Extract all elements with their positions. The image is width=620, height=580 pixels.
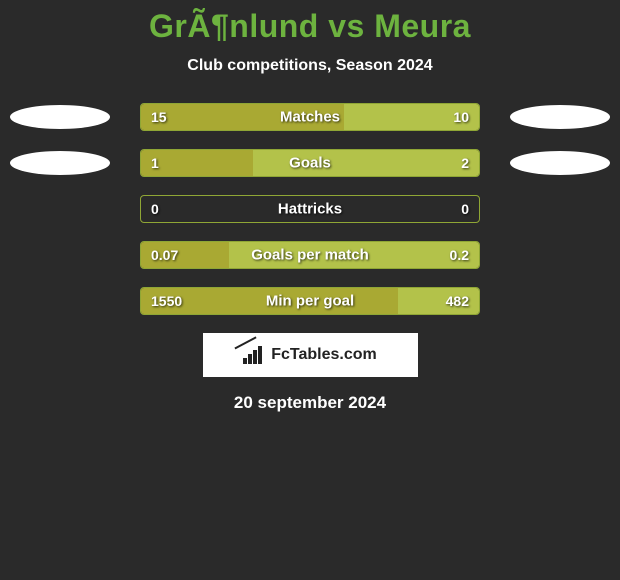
stat-row: 1 2 Goals <box>0 149 620 177</box>
stat-bar: 0.07 0.2 Goals per match <box>140 241 480 269</box>
stat-bar: 1 2 Goals <box>140 149 480 177</box>
stat-value-right: 10 <box>453 109 469 125</box>
stat-bar: 15 10 Matches <box>140 103 480 131</box>
stat-label: Matches <box>280 109 340 126</box>
stat-value-left: 0 <box>151 201 159 217</box>
page-title: GrÃ¶nlund vs Meura <box>0 8 620 45</box>
barchart-icon <box>243 346 265 364</box>
stat-row: 0.07 0.2 Goals per match <box>0 241 620 269</box>
stat-value-right: 2 <box>461 155 469 171</box>
logo-box[interactable]: FcTables.com <box>203 333 418 377</box>
stat-label: Goals per match <box>251 247 369 264</box>
player-avatar-left <box>10 151 110 175</box>
stat-value-left: 15 <box>151 109 167 125</box>
stat-bar: 0 0 Hattricks <box>140 195 480 223</box>
stat-value-left: 1 <box>151 155 159 171</box>
stat-row: 0 0 Hattricks <box>0 195 620 223</box>
player-avatar-left <box>10 105 110 129</box>
stat-value-left: 1550 <box>151 293 182 309</box>
player-avatar-right <box>510 151 610 175</box>
logo-text: FcTables.com <box>271 346 377 364</box>
date-text: 20 september 2024 <box>0 393 620 413</box>
stat-value-left: 0.07 <box>151 247 178 263</box>
page-subtitle: Club competitions, Season 2024 <box>0 57 620 75</box>
stat-row: 15 10 Matches <box>0 103 620 131</box>
stat-rows: 15 10 Matches 1 2 Goals 0 0 Hattricks 0.07 0.2 Goal… <box>0 103 620 315</box>
stat-value-right: 482 <box>446 293 469 309</box>
stat-value-right: 0.2 <box>450 247 469 263</box>
stat-row: 1550 482 Min per goal <box>0 287 620 315</box>
bar-fill-right <box>253 150 479 176</box>
player-avatar-right <box>510 105 610 129</box>
stat-label: Hattricks <box>278 201 342 218</box>
comparison-infographic: GrÃ¶nlund vs Meura Club competitions, Se… <box>0 0 620 413</box>
stat-value-right: 0 <box>461 201 469 217</box>
stat-label: Goals <box>289 155 331 172</box>
stat-bar: 1550 482 Min per goal <box>140 287 480 315</box>
stat-label: Min per goal <box>266 293 354 310</box>
